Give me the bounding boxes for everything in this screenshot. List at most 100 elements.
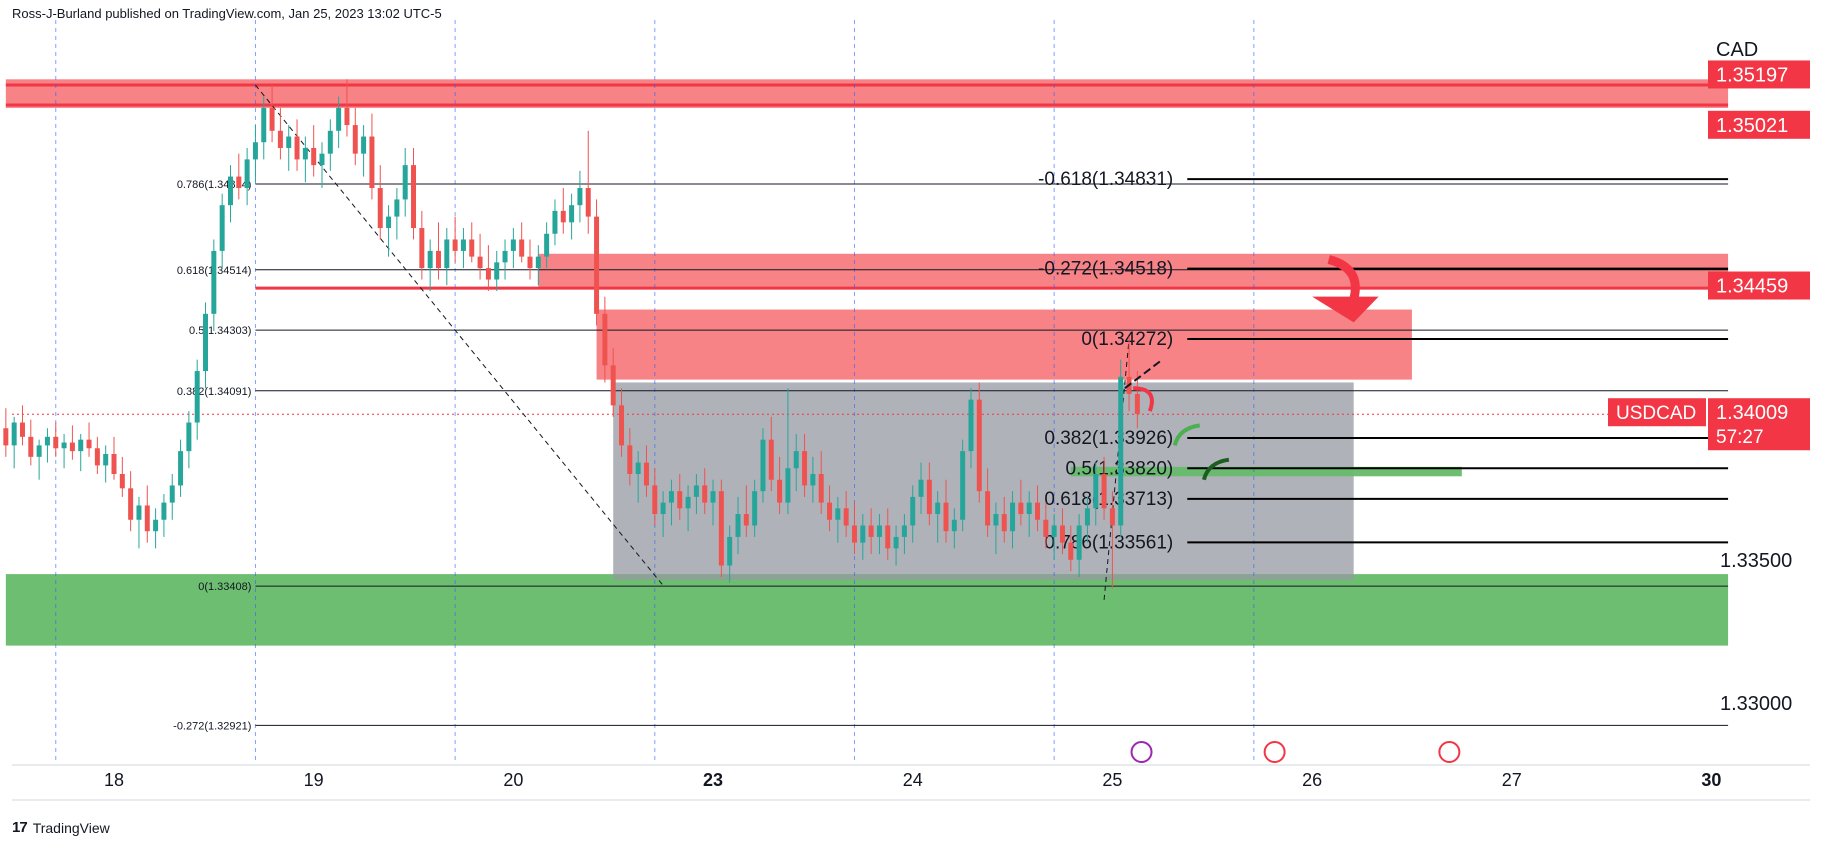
candle-body — [835, 508, 841, 520]
candle-body — [194, 371, 200, 423]
candle-body — [943, 502, 949, 532]
candle-body — [677, 491, 683, 509]
candle-body — [219, 205, 225, 251]
big-down-arrow-icon — [1327, 255, 1360, 301]
candle-body — [1043, 519, 1049, 537]
footer-brand[interactable]: 17 TradingView — [12, 819, 110, 836]
x-tick-label: 25 — [1102, 770, 1122, 790]
mid-resistance-zone — [538, 253, 1729, 289]
x-tick-label: 20 — [503, 770, 523, 790]
candle-body — [968, 399, 974, 452]
candle-body — [760, 439, 766, 492]
session-lines-layer — [55, 20, 1255, 760]
candle-body — [1118, 376, 1124, 526]
candle-body — [477, 256, 483, 269]
candle-body — [827, 502, 833, 520]
candle-body — [186, 422, 192, 452]
candle-body — [344, 107, 350, 126]
symbol-tag-label: USDCAD — [1616, 403, 1696, 424]
candle-body — [327, 130, 333, 154]
candle-body — [1101, 474, 1107, 509]
us-flag-icon — [1438, 741, 1461, 763]
candle-body — [386, 216, 392, 229]
candle-body — [485, 268, 491, 280]
candle-body — [261, 107, 267, 143]
candle-body — [402, 165, 408, 200]
candle-body — [926, 479, 932, 515]
candle-body — [277, 130, 283, 148]
candle-body — [3, 428, 9, 446]
candle-body — [69, 442, 75, 452]
candle-body — [61, 442, 67, 449]
candle-body — [552, 210, 558, 234]
candle-body — [793, 451, 799, 469]
candle-body — [851, 525, 857, 543]
candle-body — [1068, 542, 1074, 560]
candle-body — [868, 525, 874, 537]
price-tag-label: 1.35197 — [1716, 64, 1788, 86]
candle-body — [660, 502, 666, 515]
price-tag-box — [1708, 110, 1810, 139]
candle-body — [976, 399, 982, 492]
candle-body — [1026, 502, 1032, 515]
big-down-arrow-head-icon — [1312, 296, 1379, 323]
us-flag-icon — [1263, 741, 1286, 763]
candle-body — [494, 262, 500, 280]
candle-body — [153, 519, 159, 532]
candle-body — [610, 365, 616, 406]
candle-body — [28, 436, 34, 457]
candle-body — [619, 405, 625, 446]
candle-body — [369, 136, 375, 188]
last-price-tag-box — [1708, 398, 1810, 451]
publisher-header: Ross-J-Burland published on TradingView.… — [12, 6, 442, 21]
candle-body — [743, 514, 749, 526]
candle-body — [993, 514, 999, 526]
price-tag-box — [1708, 271, 1810, 300]
tradingview-logo-icon: 17 — [12, 819, 28, 836]
candle-body — [244, 159, 250, 188]
candle-body — [544, 233, 550, 257]
candle-body — [502, 250, 508, 263]
candle-body — [602, 313, 608, 366]
candle-body — [1059, 525, 1065, 543]
candle-body — [161, 502, 167, 520]
candle-body — [810, 474, 816, 486]
candle-body — [361, 136, 367, 154]
candle-body — [893, 536, 899, 549]
candle-body — [460, 239, 466, 251]
candle-body — [1035, 502, 1041, 520]
candle-body — [236, 176, 242, 188]
small-down-arrow-icon — [1133, 386, 1154, 412]
candle-body — [286, 136, 292, 148]
candle-body — [319, 153, 325, 166]
fib-right-trendline — [1103, 339, 1130, 600]
fib-right-label: -0.272(1.34518) — [1038, 259, 1173, 280]
candle-body — [169, 485, 175, 503]
candle-body — [985, 491, 991, 526]
candle-body — [294, 136, 300, 160]
candle-body — [535, 256, 541, 269]
fib-layer: 0.786(1.34814)0.618(1.34514)0.5(1.34303)… — [12, 84, 1729, 732]
candle-body — [527, 256, 533, 269]
candle-body — [252, 142, 258, 160]
candle-body — [1051, 525, 1057, 537]
candle-body — [144, 505, 150, 532]
candle-body — [652, 485, 658, 515]
candle-body — [178, 451, 184, 486]
price-tag-label: 1.35021 — [1716, 115, 1788, 137]
annotations-layer — [1124, 255, 1461, 763]
lightning-icon — [1130, 741, 1153, 763]
fib-left-label: 0.382(1.34091) — [177, 386, 252, 398]
candle-body — [269, 107, 275, 131]
candle-body — [53, 436, 59, 449]
candle-body — [44, 436, 50, 446]
candle-body — [910, 496, 916, 526]
candle-body — [777, 479, 783, 503]
x-tick-label: 26 — [1302, 770, 1322, 790]
fib-right-label: 0.382(1.33926) — [1044, 428, 1173, 449]
candle-body — [594, 216, 600, 314]
candles-layer — [3, 79, 1140, 589]
symbol-tag-box — [1608, 398, 1706, 427]
currency-label: CAD — [1716, 39, 1758, 61]
